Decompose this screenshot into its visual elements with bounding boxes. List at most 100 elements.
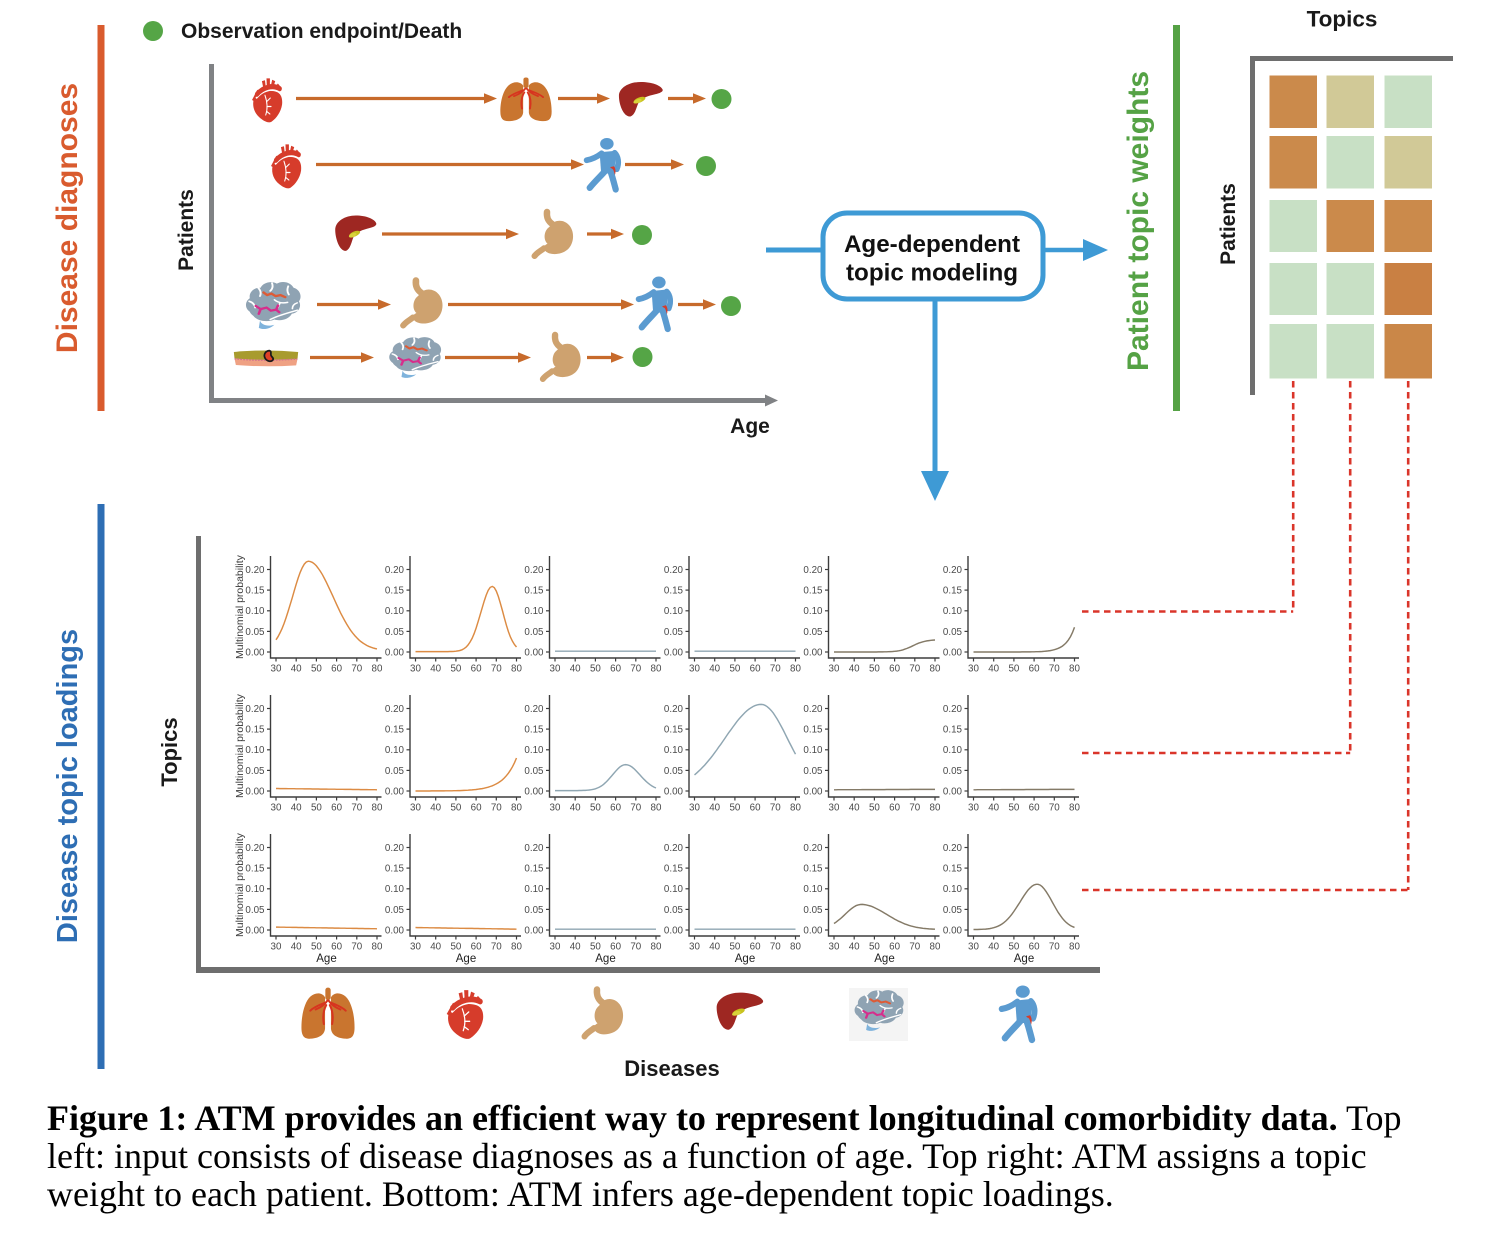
svg-text:0.00: 0.00 bbox=[385, 786, 405, 797]
svg-text:0.15: 0.15 bbox=[245, 864, 265, 875]
svg-text:40: 40 bbox=[291, 942, 302, 953]
svg-text:50: 50 bbox=[450, 664, 461, 675]
svg-text:0.00: 0.00 bbox=[943, 647, 963, 658]
svg-text:Age: Age bbox=[730, 415, 770, 438]
svg-text:Age: Age bbox=[456, 953, 476, 965]
svg-text:0.20: 0.20 bbox=[943, 704, 963, 715]
svg-text:0.20: 0.20 bbox=[524, 704, 544, 715]
svg-text:30: 30 bbox=[968, 803, 979, 814]
svg-text:0.15: 0.15 bbox=[245, 586, 265, 597]
svg-text:0.00: 0.00 bbox=[664, 647, 684, 658]
svg-text:0.10: 0.10 bbox=[385, 606, 405, 617]
svg-text:70: 70 bbox=[770, 664, 781, 675]
svg-text:0.20: 0.20 bbox=[803, 843, 823, 854]
svg-text:0.10: 0.10 bbox=[943, 884, 963, 895]
svg-text:30: 30 bbox=[829, 664, 840, 675]
svg-text:40: 40 bbox=[988, 942, 999, 953]
svg-text:0.00: 0.00 bbox=[943, 786, 963, 797]
svg-text:0.10: 0.10 bbox=[803, 884, 823, 895]
svg-text:30: 30 bbox=[410, 664, 421, 675]
svg-text:50: 50 bbox=[590, 664, 601, 675]
svg-text:0.15: 0.15 bbox=[385, 864, 405, 875]
svg-text:80: 80 bbox=[651, 803, 662, 814]
svg-text:0.05: 0.05 bbox=[524, 905, 544, 916]
svg-text:0.15: 0.15 bbox=[943, 586, 963, 597]
svg-text:0.00: 0.00 bbox=[385, 925, 405, 936]
svg-text:50: 50 bbox=[729, 803, 740, 814]
svg-text:30: 30 bbox=[271, 942, 282, 953]
svg-text:0.10: 0.10 bbox=[524, 745, 544, 756]
svg-text:0.10: 0.10 bbox=[943, 745, 963, 756]
svg-text:Patient topic weights: Patient topic weights bbox=[1122, 71, 1155, 371]
svg-text:0.00: 0.00 bbox=[803, 786, 823, 797]
svg-text:0.20: 0.20 bbox=[664, 843, 684, 854]
svg-text:0.10: 0.10 bbox=[524, 884, 544, 895]
svg-text:60: 60 bbox=[1029, 942, 1040, 953]
svg-text:0.10: 0.10 bbox=[524, 606, 544, 617]
svg-text:Observation endpoint/Death: Observation endpoint/Death bbox=[181, 20, 462, 43]
svg-text:0.10: 0.10 bbox=[943, 606, 963, 617]
svg-text:0.20: 0.20 bbox=[943, 843, 963, 854]
svg-text:0.15: 0.15 bbox=[524, 586, 544, 597]
svg-text:0.05: 0.05 bbox=[803, 766, 823, 777]
svg-text:80: 80 bbox=[790, 942, 801, 953]
svg-text:0.20: 0.20 bbox=[245, 704, 265, 715]
svg-text:60: 60 bbox=[889, 803, 900, 814]
svg-text:50: 50 bbox=[729, 664, 740, 675]
svg-text:40: 40 bbox=[570, 664, 581, 675]
svg-text:70: 70 bbox=[491, 803, 502, 814]
svg-text:0.05: 0.05 bbox=[664, 766, 684, 777]
svg-text:0.20: 0.20 bbox=[943, 565, 963, 576]
svg-text:0.00: 0.00 bbox=[524, 925, 544, 936]
svg-text:0.05: 0.05 bbox=[943, 627, 963, 638]
svg-text:60: 60 bbox=[750, 664, 761, 675]
svg-text:40: 40 bbox=[849, 942, 860, 953]
svg-text:0.00: 0.00 bbox=[943, 925, 963, 936]
svg-text:0.20: 0.20 bbox=[385, 843, 405, 854]
svg-text:Disease topic loadings: Disease topic loadings bbox=[52, 629, 84, 943]
svg-text:0.15: 0.15 bbox=[524, 864, 544, 875]
svg-text:0.20: 0.20 bbox=[524, 565, 544, 576]
svg-text:70: 70 bbox=[1049, 803, 1060, 814]
svg-text:30: 30 bbox=[689, 664, 700, 675]
svg-text:80: 80 bbox=[1069, 664, 1080, 675]
svg-text:60: 60 bbox=[750, 942, 761, 953]
svg-text:80: 80 bbox=[511, 664, 522, 675]
svg-text:60: 60 bbox=[610, 942, 621, 953]
svg-text:30: 30 bbox=[550, 803, 561, 814]
svg-text:40: 40 bbox=[570, 803, 581, 814]
svg-text:Age: Age bbox=[595, 953, 615, 965]
svg-text:50: 50 bbox=[869, 942, 880, 953]
svg-text:0.05: 0.05 bbox=[385, 627, 405, 638]
svg-text:0.05: 0.05 bbox=[245, 766, 265, 777]
svg-text:0.05: 0.05 bbox=[245, 905, 265, 916]
svg-text:30: 30 bbox=[410, 803, 421, 814]
svg-text:80: 80 bbox=[790, 664, 801, 675]
svg-text:80: 80 bbox=[511, 803, 522, 814]
svg-text:0.15: 0.15 bbox=[385, 725, 405, 736]
svg-text:60: 60 bbox=[471, 664, 482, 675]
svg-text:60: 60 bbox=[610, 664, 621, 675]
svg-text:60: 60 bbox=[889, 664, 900, 675]
svg-text:0.10: 0.10 bbox=[245, 606, 265, 617]
svg-text:0.05: 0.05 bbox=[664, 905, 684, 916]
svg-text:40: 40 bbox=[291, 664, 302, 675]
svg-text:50: 50 bbox=[1008, 803, 1019, 814]
svg-text:0.05: 0.05 bbox=[385, 905, 405, 916]
svg-text:40: 40 bbox=[570, 942, 581, 953]
svg-text:40: 40 bbox=[430, 942, 441, 953]
svg-text:40: 40 bbox=[849, 803, 860, 814]
svg-text:0.15: 0.15 bbox=[943, 725, 963, 736]
svg-text:30: 30 bbox=[410, 942, 421, 953]
svg-text:70: 70 bbox=[770, 942, 781, 953]
svg-text:0.10: 0.10 bbox=[245, 884, 265, 895]
svg-text:80: 80 bbox=[790, 803, 801, 814]
svg-text:50: 50 bbox=[590, 942, 601, 953]
svg-text:80: 80 bbox=[930, 803, 941, 814]
svg-text:60: 60 bbox=[1029, 664, 1040, 675]
svg-text:80: 80 bbox=[930, 942, 941, 953]
svg-text:60: 60 bbox=[610, 803, 621, 814]
svg-text:0.05: 0.05 bbox=[803, 905, 823, 916]
svg-text:60: 60 bbox=[1029, 803, 1040, 814]
svg-text:80: 80 bbox=[930, 664, 941, 675]
